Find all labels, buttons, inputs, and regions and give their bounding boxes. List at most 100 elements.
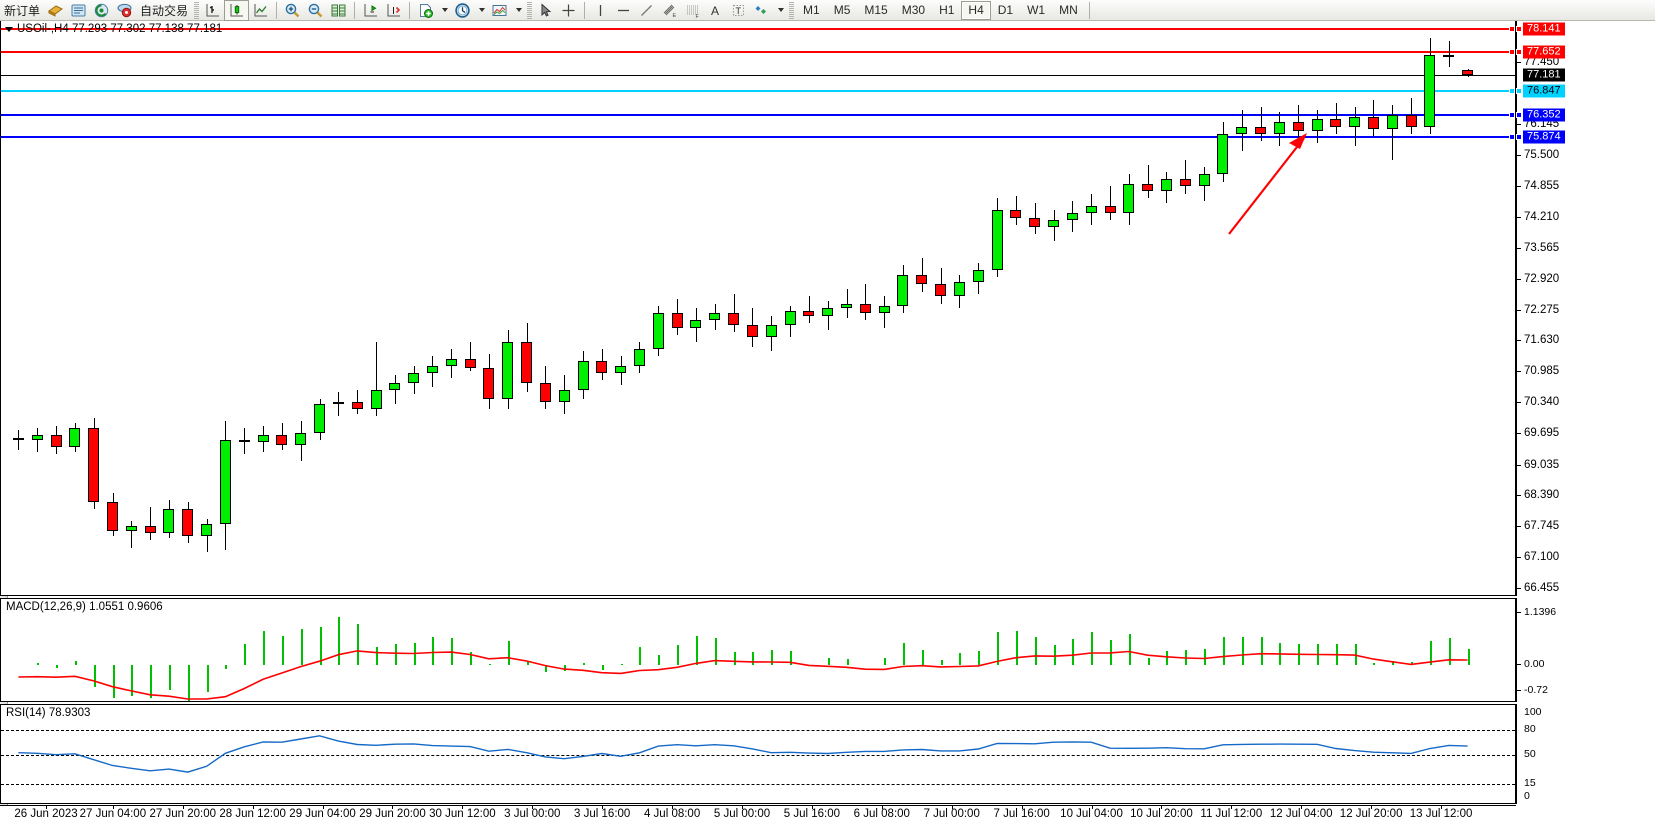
- level-handle-level-cyan[interactable]: [1516, 87, 1522, 94]
- candle-body: [803, 310, 814, 316]
- macd-axis-label: -0.72: [1524, 684, 1548, 696]
- level-line-take-profit-lower[interactable]: [1, 51, 1515, 54]
- autotrade-button[interactable]: 自动交易: [136, 1, 192, 20]
- candlestick-chart-icon[interactable]: [224, 0, 250, 21]
- timeframe-m15[interactable]: M15: [864, 2, 888, 17]
- trendline-icon[interactable]: [635, 1, 658, 20]
- timeframe-h1[interactable]: H1: [939, 2, 955, 17]
- level-line-take-profit-upper[interactable]: [1, 28, 1515, 30]
- rsi-axis-label: 15: [1524, 777, 1536, 790]
- candle-body: [220, 439, 231, 524]
- new-chart-icon[interactable]: [414, 1, 437, 20]
- expert-advisors-icon[interactable]: [44, 1, 67, 20]
- price-axis-label: 70.340: [1524, 396, 1560, 409]
- templates-dropdown[interactable]: [511, 1, 525, 20]
- chart-shift-icon[interactable]: [359, 1, 382, 20]
- macd-axis-label: 0.00: [1524, 658, 1545, 670]
- macd-histogram-bar: [1148, 658, 1150, 665]
- svg-text:A: A: [711, 4, 719, 18]
- templates-icon[interactable]: [488, 1, 511, 20]
- rsi-header-text: RSI(14) 78.9303: [6, 707, 91, 719]
- price-chip-take-profit-upper[interactable]: 78.141: [1523, 22, 1565, 36]
- candle-body: [1199, 174, 1210, 187]
- macd-axis-tick: [1517, 612, 1521, 613]
- price-chip-level-cyan[interactable]: 76.847: [1523, 84, 1565, 98]
- zoom-out-icon[interactable]: [304, 1, 327, 20]
- bar-chart-icon[interactable]: [201, 1, 224, 20]
- crosshair-icon[interactable]: [557, 1, 580, 20]
- tile-windows-icon[interactable]: [327, 1, 350, 20]
- level-handle-take-profit-upper[interactable]: [1516, 26, 1522, 32]
- macd-pane[interactable]: MACD(12,26,9) 1.0551 0.9606: [0, 598, 1516, 702]
- equidistant-channel-icon[interactable]: E: [658, 1, 681, 20]
- price-chip-current-price[interactable]: 77.181: [1523, 68, 1565, 82]
- level-line-level-blue-upper[interactable]: [1, 113, 1515, 116]
- time-axis-tick: [881, 806, 883, 809]
- timeframe-m30[interactable]: M30: [901, 2, 926, 17]
- macd-histogram-bar: [752, 652, 754, 665]
- candle-body: [1368, 117, 1379, 130]
- macd-histogram-bar: [1261, 636, 1263, 665]
- price-axis[interactable]: 77.450 76.145 75.500 74.855 74.210 73.565 72.9…: [1516, 21, 1655, 596]
- candle-wick: [828, 301, 829, 330]
- level-line-level-cyan[interactable]: [1, 89, 1515, 92]
- level-handle-chart-take-profit-lower[interactable]: [1509, 49, 1515, 56]
- navigator-icon[interactable]: [90, 1, 113, 20]
- level-line-level-blue-lower[interactable]: [1, 136, 1515, 139]
- data-window-icon[interactable]: [67, 1, 90, 20]
- time-axis-tick: [1021, 806, 1023, 809]
- zoom-in-icon[interactable]: [281, 1, 304, 20]
- period-dropdown[interactable]: [474, 1, 488, 20]
- level-handle-take-profit-lower[interactable]: [1516, 49, 1522, 56]
- price-axis-label: 74.210: [1524, 211, 1560, 224]
- candle-body: [1330, 119, 1341, 127]
- timeframe-mn[interactable]: MN: [1059, 2, 1078, 17]
- timeframe-w1[interactable]: W1: [1027, 2, 1046, 17]
- level-handle-chart-level-blue-upper[interactable]: [1509, 111, 1515, 118]
- level-handle-chart-take-profit-upper[interactable]: [1509, 26, 1515, 32]
- time-axis-tick: [322, 806, 324, 809]
- time-axis[interactable]: 26 Jun 2023 27 Jun 04:00 27 Jun 20:00 28 Ju…: [0, 805, 1516, 825]
- shapes-dropdown[interactable]: [773, 1, 787, 20]
- period-icon[interactable]: [451, 1, 474, 20]
- candle-body: [653, 313, 664, 350]
- text-label-icon[interactable]: A: [704, 1, 727, 20]
- timeframe-m1[interactable]: M1: [803, 2, 820, 17]
- macd-histogram-bar: [621, 664, 623, 665]
- timeframe-d1[interactable]: D1: [997, 2, 1014, 17]
- macd-histogram-bar: [150, 665, 152, 699]
- price-pane[interactable]: USOil-,H4 77.293 77.302 77.138 77.181: [0, 21, 1516, 596]
- cursor-icon[interactable]: [534, 1, 557, 20]
- level-handle-chart-level-cyan[interactable]: [1509, 87, 1515, 94]
- price-chip-take-profit-lower[interactable]: 77.652: [1523, 45, 1565, 59]
- vertical-line-icon[interactable]: [589, 1, 612, 20]
- time-axis-label: 26 Jun 2023: [14, 808, 78, 820]
- candle-body: [1123, 184, 1134, 213]
- price-chip-level-blue-lower[interactable]: 75.874: [1523, 130, 1565, 144]
- macd-histogram-bar: [1411, 662, 1413, 665]
- level-line-current-price[interactable]: [1, 74, 1515, 76]
- shapes-icon[interactable]: [750, 1, 773, 20]
- candle-body: [785, 310, 796, 326]
- horizontal-line-icon[interactable]: [612, 1, 635, 20]
- new-order-button[interactable]: 新订单: [0, 1, 44, 20]
- timeframe-h4[interactable]: H4: [961, 0, 991, 20]
- candle-body: [1217, 133, 1228, 175]
- timeframe-m5[interactable]: M5: [833, 2, 851, 17]
- macd-histogram-bar: [169, 665, 171, 690]
- chart-caret-icon[interactable]: [5, 26, 13, 32]
- auto-scroll-icon[interactable]: [382, 1, 405, 20]
- price-chip-level-blue-upper[interactable]: 76.352: [1523, 108, 1565, 122]
- line-chart-icon[interactable]: [249, 1, 272, 20]
- new-chart-dropdown[interactable]: [437, 1, 451, 20]
- rsi-pane[interactable]: RSI(14) 78.9303: [0, 704, 1516, 804]
- level-handle-chart-level-blue-lower[interactable]: [1509, 134, 1515, 141]
- level-handle-level-blue-lower[interactable]: [1516, 134, 1522, 141]
- candle-body: [860, 303, 871, 314]
- autotrade-icon[interactable]: [113, 1, 136, 20]
- text-icon[interactable]: T: [727, 1, 750, 20]
- level-handle-level-blue-upper[interactable]: [1516, 111, 1522, 118]
- macd-histogram-bar: [301, 629, 303, 665]
- fibonacci-icon[interactable]: F: [681, 1, 704, 20]
- macd-histogram-bar: [978, 651, 980, 665]
